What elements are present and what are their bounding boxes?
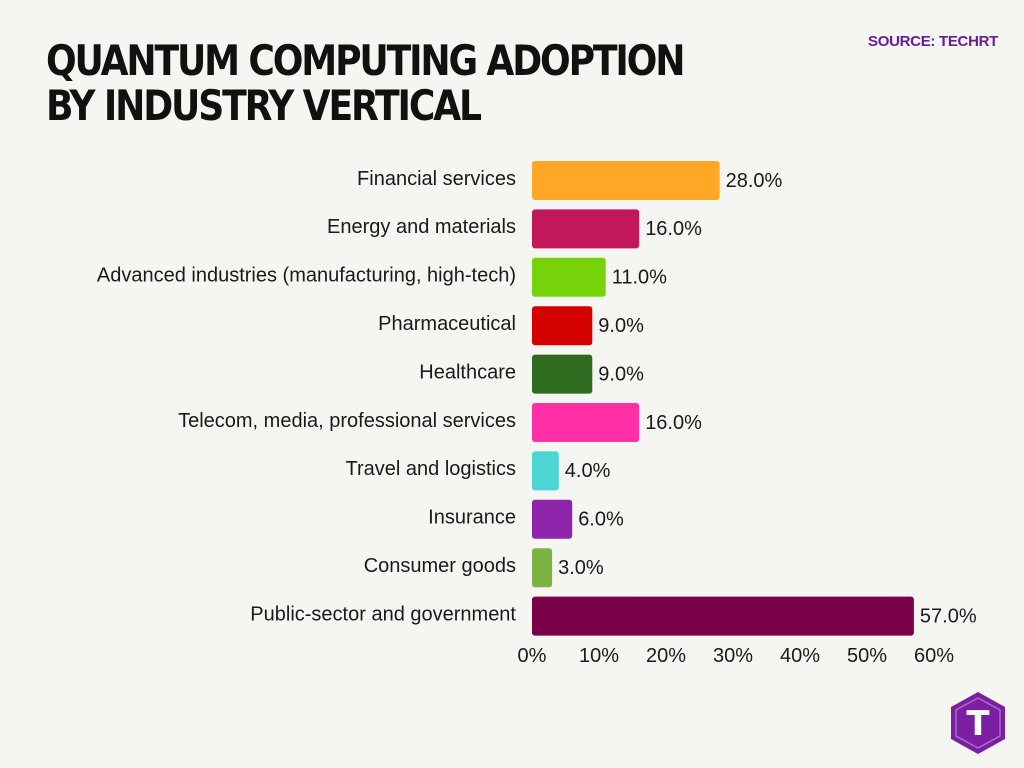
bar [532,306,593,346]
bar [532,354,593,394]
x-axis: 0% 10% 20% 30% 40% 50% 60% [518,645,955,667]
x-tick-label: 60% [914,645,954,667]
chart-title: QUANTUM COMPUTING ADOPTION BY INDUSTRY V… [46,36,685,130]
x-tick-label: 10% [579,645,619,667]
category-label: Consumer goods [364,555,516,577]
category-label: Advanced industries (manufacturing, high… [97,265,516,287]
x-tick-label: 0% [518,645,547,667]
value-label: 4.0% [565,460,611,482]
bars-group: Financial services 28.0% Energy and materi… [97,161,977,636]
category-label: Telecom, media, professional services [178,410,516,432]
x-tick-label: 40% [780,645,820,667]
category-label: Travel and logistics [346,458,516,480]
x-tick-label: 50% [847,645,887,667]
x-tick-label: 20% [646,645,686,667]
value-label: 28.0% [726,170,783,192]
source-label: SOURCE: TECHRT [868,33,998,50]
category-label: Public-sector and government [250,603,516,625]
bar [532,499,573,539]
bar [532,161,720,200]
bar [532,257,606,297]
bar [532,451,559,491]
techrt-logo-icon: T [951,692,1005,754]
x-tick-label: 30% [713,645,753,667]
bar [532,209,640,249]
bar-chart: Financial services 28.0% Energy and materi… [97,161,977,667]
category-label: Financial services [357,168,516,190]
value-label: 16.0% [645,218,702,240]
logo-letter: T [966,704,990,744]
value-label: 11.0% [612,267,667,289]
category-label: Insurance [428,507,516,529]
category-label: Pharmaceutical [378,313,516,335]
value-label: 9.0% [598,315,644,337]
bar [532,596,914,636]
value-label: 16.0% [645,412,702,434]
category-label: Energy and materials [327,216,516,238]
category-label: Healthcare [419,361,516,383]
value-label: 9.0% [598,363,644,385]
value-label: 57.0% [920,605,977,627]
value-label: 6.0% [578,509,624,531]
bar [532,403,640,442]
value-label: 3.0% [558,557,604,579]
bar [532,548,553,588]
